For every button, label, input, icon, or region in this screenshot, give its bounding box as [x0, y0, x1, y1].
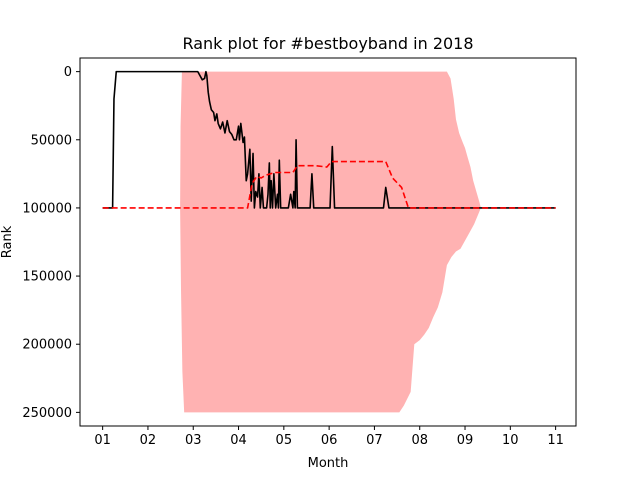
- x-tick-label: 07: [366, 433, 383, 448]
- y-tick-label: 200000: [22, 338, 72, 353]
- x-tick-label: 10: [502, 433, 519, 448]
- x-axis-ticks: 01 02 03 04 05 06 07 08 09 10 11: [94, 426, 564, 448]
- y-tick-label: 100000: [22, 201, 72, 216]
- axes-frame: [79, 57, 577, 427]
- plot-area: [79, 57, 577, 427]
- x-tick-label: 08: [411, 433, 428, 448]
- series-line-dashed-red: [102, 160, 556, 209]
- y-axis-ticks: 0 50000 100000 150000 200000 250000: [22, 65, 80, 421]
- y-tick-label: 150000: [22, 270, 72, 285]
- y-tick-label: 250000: [22, 406, 72, 421]
- series-line-solid-black: [102, 70, 556, 209]
- x-axis-label: Month: [308, 456, 349, 471]
- y-tick-label: 50000: [31, 133, 72, 148]
- confidence-band-layer: [180, 71, 481, 413]
- x-tick-label: 01: [94, 433, 111, 448]
- x-tick-label: 03: [185, 433, 202, 448]
- x-tick-label: 09: [457, 433, 474, 448]
- y-axis-label: Rank: [0, 225, 15, 258]
- x-tick-label: 02: [140, 433, 157, 448]
- x-tick-label: 06: [321, 433, 338, 448]
- x-tick-label: 11: [547, 433, 564, 448]
- series-layer: [102, 70, 556, 209]
- y-tick-label: 0: [64, 65, 72, 80]
- x-tick-label: 04: [230, 433, 247, 448]
- confidence-band: [180, 71, 481, 413]
- chart-title: Rank plot for #bestboyband in 2018: [182, 34, 473, 53]
- x-tick-label: 05: [276, 433, 293, 448]
